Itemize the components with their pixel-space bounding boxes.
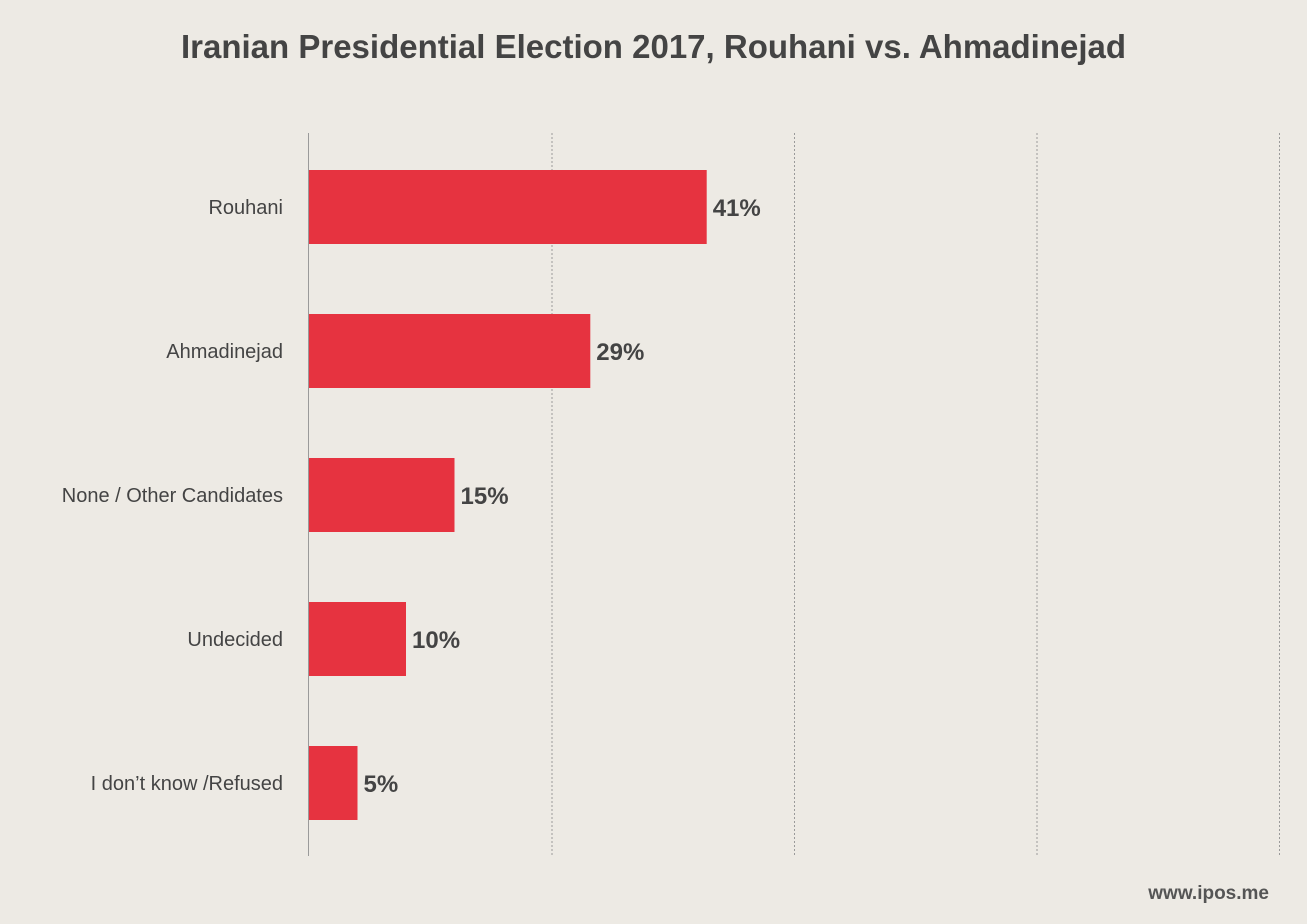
bars (309, 170, 707, 820)
category-label-1: Ahmadinejad (166, 341, 283, 363)
bar-2 (309, 458, 455, 532)
bar-1 (309, 314, 591, 388)
category-label-2: None / Other Candidates (62, 485, 283, 507)
value-label-3: 10% (412, 627, 460, 654)
chart-title: Iranian Presidential Election 2017, Rouh… (180, 28, 1127, 65)
grid-lines (308, 133, 1280, 856)
labels: Rouhani 41% Ahmadinejad 29% None / Other Can… (62, 195, 761, 798)
value-label-4: 5% (364, 771, 399, 798)
source-credit: www.ipos.me (1148, 883, 1269, 904)
bar-4 (309, 746, 358, 820)
bar-0 (309, 170, 707, 244)
value-label-1: 29% (596, 339, 644, 366)
value-label-2: 15% (461, 483, 509, 510)
bar-3 (309, 602, 406, 676)
value-label-0: 41% (713, 195, 761, 222)
category-label-3: Undecided (187, 629, 283, 651)
category-label-0: Rouhani (208, 197, 283, 219)
category-label-4: I don’t know /Refused (91, 773, 283, 795)
